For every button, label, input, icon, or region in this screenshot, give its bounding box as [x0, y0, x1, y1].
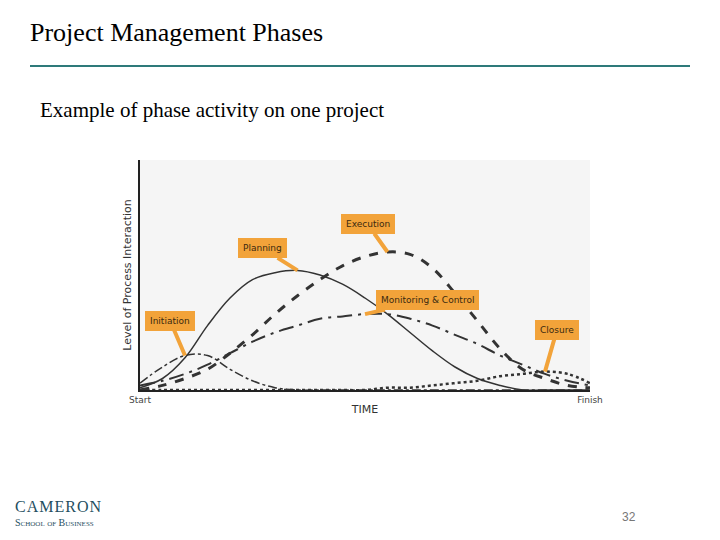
svg-text:Monitoring & Control: Monitoring & Control: [381, 295, 474, 305]
svg-text:Finish: Finish: [577, 395, 603, 405]
html-text:CAMERON: CAMERON: [15, 498, 102, 515]
svg-text:Execution: Execution: [346, 219, 390, 229]
html-text:Example of phase activity on o: Example of phase activity on one project: [40, 98, 385, 122]
svg-text:TIME: TIME: [351, 403, 378, 416]
svg-text:Closure: Closure: [540, 325, 574, 335]
html-text:School of Business: School of Business: [15, 517, 94, 528]
html-text:Project Management Phases: Project Management Phases: [30, 18, 324, 47]
svg-text:Planning: Planning: [243, 243, 282, 253]
svg-text:Level of Process Interaction: Level of Process Interaction: [121, 199, 134, 351]
svg-text:Start: Start: [129, 395, 151, 405]
html-text:32: 32: [622, 510, 636, 524]
svg-text:Initiation: Initiation: [150, 316, 190, 326]
